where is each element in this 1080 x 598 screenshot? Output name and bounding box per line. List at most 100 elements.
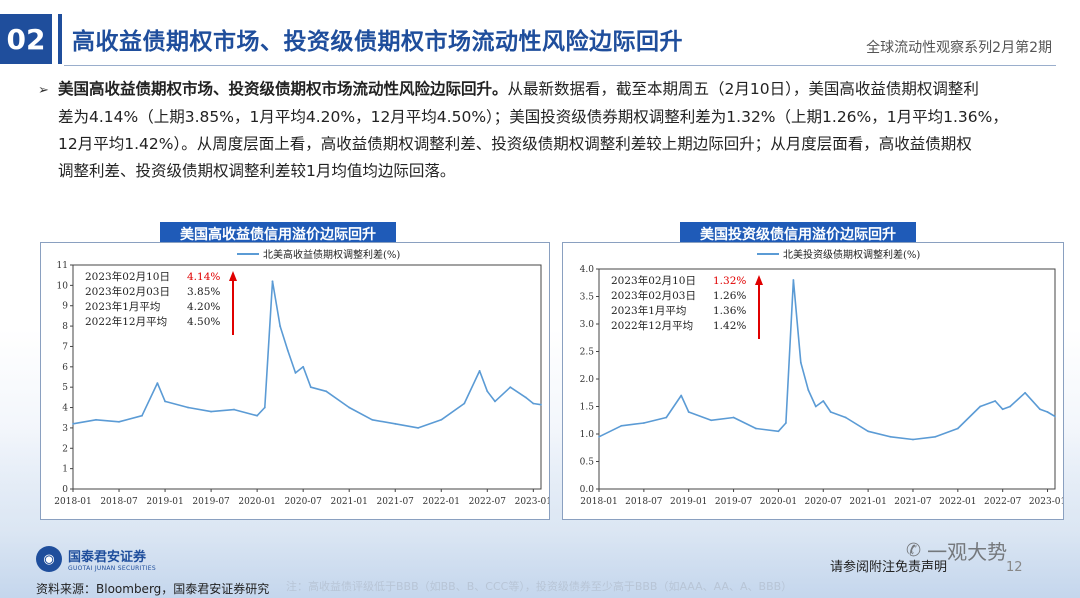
page-title: 高收益债期权市场、投资级债期权市场流动性风险边际回升 <box>72 29 683 55</box>
data-point <box>665 416 668 419</box>
y-tick-label: 8 <box>62 322 68 332</box>
y-tick-label: 11 <box>57 261 68 271</box>
x-tick-label: 2019-01 <box>670 497 707 507</box>
data-point <box>994 400 997 402</box>
y-tick-label: 2.0 <box>580 375 595 385</box>
y-tick-label: 3.5 <box>580 293 595 303</box>
logo-name-cn: 国泰君安证券 <box>68 550 147 565</box>
data-point <box>486 390 489 393</box>
chart-2-svg: 0.0 0.5 1.0 1.5 2.0 2.5 3.0 3.5 4.0 2018-01 2018-0… <box>580 248 1063 507</box>
data-point <box>394 422 397 425</box>
data-point <box>494 400 496 403</box>
paragraph-line-3: 12月平均1.42%）。从周度层面上看，高收益债期权调整利差、投资级债期权调整利… <box>58 135 972 153</box>
y-tick-label: 2 <box>62 444 68 454</box>
data-point <box>440 418 443 421</box>
y-tick-label: 4 <box>62 404 68 414</box>
annotation-label: 2023年02月10日 <box>611 274 696 287</box>
data-point <box>325 390 328 393</box>
data-point <box>1046 411 1049 413</box>
x-tick-label: 2020-01 <box>760 497 797 507</box>
summary-paragraph: ➢ 美国高收益债期权市场、投资级债期权市场流动性风险边际回升。从最新数据看，截至本… <box>38 76 1058 185</box>
data-point <box>1024 391 1026 394</box>
company-logo: ◉ 国泰君安证券 GUOTAI JUNAN SECURITIES <box>36 546 156 572</box>
paragraph-line-1-rest: 从最新数据看，截至本期周五（2月10日），美国高收益债期权调整利 <box>507 80 979 98</box>
x-tick-label: 2020-01 <box>238 497 275 507</box>
y-tick-label: 5 <box>62 383 68 393</box>
data-point <box>1054 415 1056 418</box>
data-point <box>792 279 795 281</box>
data-point <box>532 402 535 405</box>
data-point <box>680 394 683 397</box>
paragraph-line-4: 调整利差、投资级债期权调整利差较1月均值均边际回落。 <box>58 162 456 180</box>
report-series-label: 全球流动性观察系列2月第2期 <box>866 40 1052 56</box>
x-tick-label: 2020-07 <box>805 497 843 507</box>
annotation-value: 3.85% <box>187 286 220 298</box>
header-divider <box>64 65 1056 66</box>
footnote: 注：高收益债评级低于BBB（如BB、B、CCC等），投资级债券至少高于BBB（如… <box>286 580 793 593</box>
data-point <box>72 422 74 425</box>
data-point <box>732 416 735 419</box>
y-tick-label: 4.0 <box>580 265 595 275</box>
paragraph-line-1: ➢ 美国高收益债期权市场、投资级债期权市场流动性风险边际回升。从最新数据看，截至本… <box>38 76 1058 104</box>
data-point <box>710 419 713 422</box>
y-tick-label: 0.0 <box>580 485 595 495</box>
page-number: 12 <box>1006 560 1023 575</box>
data-source: 资料来源：Bloomberg，国泰君安证券研究 <box>36 582 270 596</box>
y-tick-label: 1.5 <box>580 403 595 413</box>
data-point <box>956 427 959 430</box>
y-tick-label: 0.5 <box>580 458 595 468</box>
annotation-label: 2023年1月平均 <box>85 300 160 313</box>
data-point <box>279 325 282 327</box>
y-tick-label: 9 <box>62 302 68 312</box>
data-point <box>302 365 305 368</box>
annotation-label: 2022年12月平均 <box>85 315 167 328</box>
data-point <box>777 430 780 433</box>
chart-2-panel: 0.0 0.5 1.0 1.5 2.0 2.5 3.0 3.5 4.0 2018-01 2018-0… <box>562 242 1064 520</box>
paragraph-line-2: 差为4.14%（上期3.85%，1月平均4.20%，12月平均4.50%）；美国… <box>58 108 1008 126</box>
chart-1-panel: 0 1 2 3 4 5 6 7 8 9 10 11 2018-01 2018-07 2019-01 2019-… <box>40 242 550 520</box>
section-number-badge: 02 <box>0 14 52 64</box>
data-point <box>598 435 600 438</box>
annotation-label: 2023年02月03日 <box>611 289 696 302</box>
logo-name-en: GUOTAI JUNAN SECURITIES <box>68 565 156 572</box>
data-point <box>263 406 266 409</box>
up-arrow-head-icon <box>755 275 763 285</box>
data-point <box>867 430 870 433</box>
annotation-value: 4.14% <box>187 271 220 283</box>
x-tick-label: 2018-01 <box>580 497 617 507</box>
data-point <box>1039 408 1041 411</box>
data-point <box>271 280 274 283</box>
data-point <box>844 416 847 419</box>
data-point <box>829 411 832 413</box>
up-arrow-head-icon <box>229 271 237 281</box>
x-tick-label: 2022-07 <box>469 497 507 507</box>
title-accent-bar <box>58 14 62 64</box>
plot-area-frame <box>72 264 542 490</box>
data-point <box>164 400 166 403</box>
bullet-arrow-icon: ➢ <box>38 83 49 98</box>
series-line <box>598 279 1056 441</box>
data-point <box>642 422 645 424</box>
x-tick-label: 2018-07 <box>100 497 138 507</box>
x-tick-label: 2018-07 <box>625 497 663 507</box>
data-point <box>807 389 810 391</box>
data-point <box>210 410 212 413</box>
watermark: ✆ 一观大势 <box>906 536 1007 565</box>
annotation-value: 1.36% <box>713 305 746 317</box>
data-point <box>687 411 690 413</box>
data-point <box>912 438 914 441</box>
y-tick-label: 3 <box>62 424 68 434</box>
y-tick-label: 2.5 <box>580 348 595 358</box>
x-tick-label: 2019-07 <box>192 497 230 507</box>
legend-label: 北美投资级债期权调整利差(%) <box>783 248 920 261</box>
data-point <box>294 372 297 374</box>
data-point <box>524 396 527 399</box>
x-tick-label: 2019-01 <box>146 497 183 507</box>
x-tick-label: 2019-07 <box>715 497 753 507</box>
data-point <box>540 403 542 406</box>
x-tick-label: 2021-01 <box>849 497 886 507</box>
data-point <box>141 414 143 417</box>
data-point <box>784 422 787 424</box>
annotation-value: 1.26% <box>713 290 746 302</box>
data-point <box>417 427 420 429</box>
